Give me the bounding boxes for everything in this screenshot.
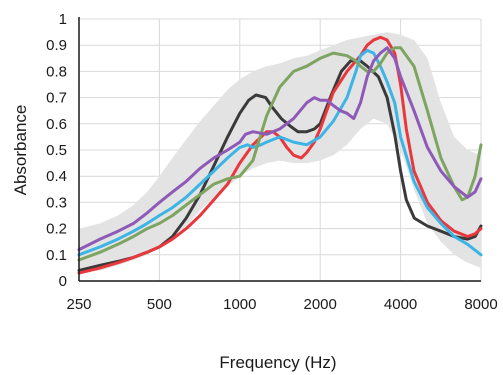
y-tick-label: 1 — [59, 11, 67, 28]
x-tick-label: 1000 — [223, 296, 256, 313]
x-tick-label: 2000 — [304, 296, 337, 313]
x-tick-label: 500 — [147, 296, 172, 313]
x-tick-label: 250 — [66, 296, 91, 313]
y-tick-label: 0.3 — [46, 194, 67, 211]
series-line-2 — [77, 35, 483, 275]
x-tick-label: 8000 — [464, 296, 497, 313]
y-tick-label: 0.8 — [46, 63, 67, 80]
series-line-5 — [77, 46, 483, 252]
series-line-1 — [77, 59, 483, 272]
series-layer — [77, 35, 483, 275]
y-tick-label: 0.6 — [46, 116, 67, 133]
y-tick-labels: 0 0.1 0.2 0.3 0.4 0.5 0.6 0.7 0.8 0.9 1 — [46, 11, 67, 290]
y-tick-label: 0.2 — [46, 221, 67, 238]
y-tick-label: 0.5 — [46, 142, 67, 159]
y-tick-label: 0.1 — [46, 247, 67, 264]
range-band-layer — [79, 32, 481, 274]
range-band — [79, 32, 481, 274]
series-line-3 — [77, 48, 483, 257]
series-line-4 — [77, 46, 483, 262]
x-tick-label: 4000 — [384, 296, 417, 313]
x-tick-labels: 250 500 1000 2000 4000 8000 — [66, 296, 497, 313]
y-tick-label: 0.9 — [46, 37, 67, 54]
y-axis-label: Absorbance — [11, 105, 30, 196]
y-tick-label: 0.4 — [46, 168, 67, 185]
y-tick-label: 0 — [59, 273, 67, 290]
axes — [78, 17, 481, 282]
x-axis-label: Frequency (Hz) — [219, 353, 336, 372]
y-tick-label: 0.7 — [46, 90, 67, 107]
